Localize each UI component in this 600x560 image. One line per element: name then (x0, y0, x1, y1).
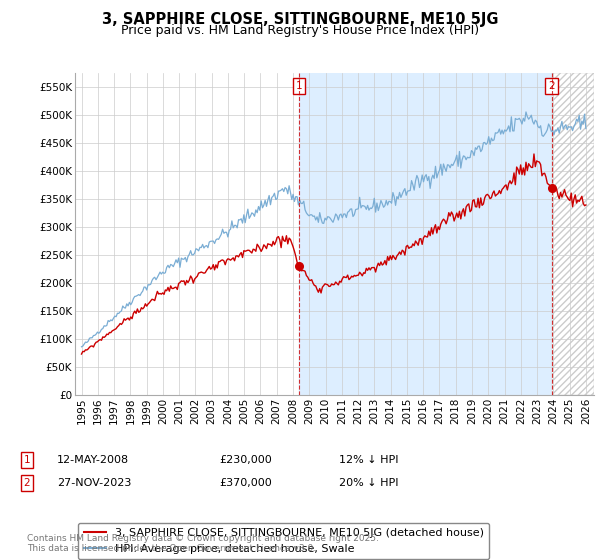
Bar (299, 73, 551, 395)
Legend: 3, SAPPHIRE CLOSE, SITTINGBOURNE, ME10 5JG (detached house), HPI: Average price,: 3, SAPPHIRE CLOSE, SITTINGBOURNE, ME10 5… (78, 522, 489, 559)
Text: 20% ↓ HPI: 20% ↓ HPI (339, 478, 398, 488)
Text: 1: 1 (23, 455, 31, 465)
Text: £230,000: £230,000 (219, 455, 272, 465)
Bar (551, 73, 594, 395)
Text: 1: 1 (296, 81, 302, 91)
Text: 12-MAY-2008: 12-MAY-2008 (57, 455, 129, 465)
Text: 2: 2 (548, 81, 555, 91)
Text: 3, SAPPHIRE CLOSE, SITTINGBOURNE, ME10 5JG: 3, SAPPHIRE CLOSE, SITTINGBOURNE, ME10 5… (102, 12, 498, 27)
Text: 12% ↓ HPI: 12% ↓ HPI (339, 455, 398, 465)
Text: Contains HM Land Registry data © Crown copyright and database right 2025.
This d: Contains HM Land Registry data © Crown c… (27, 534, 379, 553)
Text: 2: 2 (23, 478, 31, 488)
Text: 27-NOV-2023: 27-NOV-2023 (57, 478, 131, 488)
Text: Price paid vs. HM Land Registry's House Price Index (HPI): Price paid vs. HM Land Registry's House … (121, 24, 479, 36)
Text: £370,000: £370,000 (219, 478, 272, 488)
